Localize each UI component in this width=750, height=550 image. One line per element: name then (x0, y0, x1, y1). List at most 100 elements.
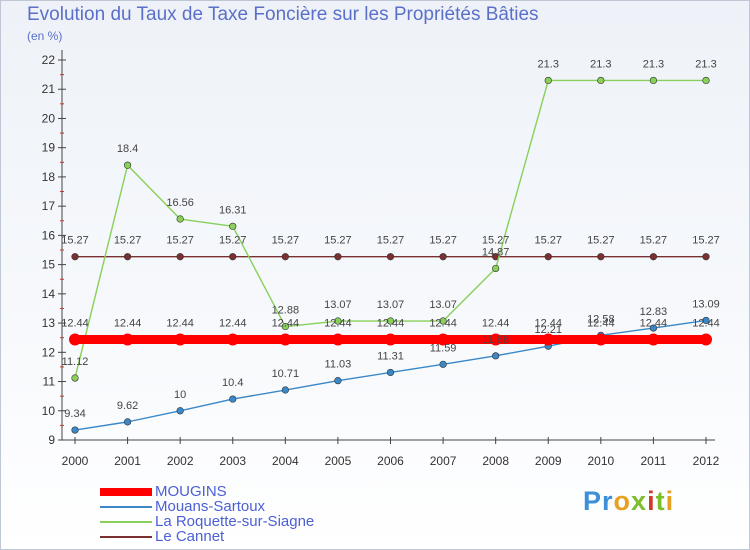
data-point-mougins (542, 333, 555, 346)
data-point-mouans-sartoux (176, 407, 184, 415)
legend-swatch (100, 521, 152, 523)
x-tick-label-2002: 2002 (167, 454, 194, 468)
legend-item: Mouans-Sartoux (100, 498, 360, 515)
x-tick-label-2010: 2010 (587, 454, 614, 468)
y-tick-label-9: 9 (48, 433, 55, 447)
data-label-la-roquette-sur-siagne: 21.3 (538, 58, 559, 70)
y-tick-label-22: 22 (42, 53, 56, 67)
data-label-le-cannet: 15.27 (482, 235, 510, 247)
data-label-mougins: 12.44 (429, 317, 457, 329)
data-label-la-roquette-sur-siagne: 21.3 (643, 58, 664, 70)
data-label-mouans-sartoux: 13.09 (692, 298, 720, 310)
data-point-le-cannet (71, 253, 79, 261)
data-label-la-roquette-sur-siagne: 11.12 (62, 356, 89, 368)
data-label-la-roquette-sur-siagne: 14.87 (482, 246, 510, 258)
data-label-le-cannet: 15.27 (429, 235, 457, 247)
data-label-mouans-sartoux: 11.88 (482, 334, 509, 346)
data-point-la-roquette-sur-siagne (229, 222, 237, 230)
data-label-mouans-sartoux: 12.58 (587, 313, 615, 325)
data-point-mouans-sartoux (71, 426, 79, 434)
data-point-le-cannet (229, 253, 237, 261)
data-point-mouans-sartoux (386, 368, 395, 377)
data-point-la-roquette-sur-siagne (702, 76, 710, 85)
data-point-mougins (69, 333, 81, 346)
data-label-mouans-sartoux: 12.83 (640, 306, 668, 318)
data-point-le-cannet (176, 253, 184, 261)
y-tick-label-19: 19 (42, 141, 56, 155)
data-point-mougins (121, 333, 134, 346)
data-point-la-roquette-sur-siagne (649, 76, 658, 85)
data-point-la-roquette-sur-siagne (439, 317, 447, 325)
data-label-la-roquette-sur-siagne: 13.07 (324, 299, 352, 311)
line-chart: 9 10 11 12 13 14 15 16 17 18 19 20 21 22 2000 2001 2002 2… (42, 50, 720, 468)
data-label-mougins: 12.44 (324, 317, 352, 329)
data-point-le-cannet (334, 253, 342, 261)
x-tick-label-2008: 2008 (482, 454, 509, 468)
data-point-mouans-sartoux (123, 418, 132, 426)
legend-swatch (100, 506, 152, 508)
data-label-la-roquette-sur-siagne: 13.07 (429, 299, 457, 311)
legend-item: Le Cannet (100, 528, 360, 545)
x-tick-label-2006: 2006 (377, 454, 404, 468)
data-point-mouans-sartoux (229, 395, 237, 403)
data-label-mougins: 12.44 (166, 317, 194, 329)
x-tick-label-2009: 2009 (535, 454, 562, 468)
legend-label: Mouans-Sartoux (155, 498, 266, 515)
data-point-la-roquette-sur-siagne (334, 317, 342, 325)
y-tick-label-15: 15 (42, 258, 56, 272)
legend-label: MOUGINS (155, 483, 227, 500)
data-label-la-roquette-sur-siagne: 13.07 (377, 299, 405, 311)
data-label-le-cannet: 15.27 (534, 235, 562, 247)
data-point-la-roquette-sur-siagne (123, 161, 132, 169)
data-label-le-cannet: 15.27 (219, 235, 247, 247)
data-label-la-roquette-sur-siagne: 21.3 (590, 58, 611, 70)
data-label-mougins: 12.44 (534, 317, 562, 329)
data-label-le-cannet: 15.27 (640, 235, 668, 247)
data-point-le-cannet (439, 253, 447, 261)
data-label-le-cannet: 15.27 (166, 235, 194, 247)
data-label-le-cannet: 15.27 (377, 235, 405, 247)
data-point-mouans-sartoux (439, 360, 447, 368)
data-point-mouans-sartoux (492, 352, 500, 360)
y-tick-label-11: 11 (43, 375, 56, 389)
data-point-mougins (226, 333, 239, 346)
data-point-mougins (594, 333, 607, 346)
x-tick-label-2004: 2004 (272, 454, 299, 468)
x-tick-label-2003: 2003 (219, 454, 246, 468)
x-tick-label-2001: 2001 (114, 454, 141, 468)
data-label-la-roquette-sur-siagne: 16.31 (219, 204, 247, 216)
data-label-la-roquette-sur-siagne: 16.56 (166, 197, 194, 209)
data-point-la-roquette-sur-siagne (544, 76, 552, 85)
data-point-la-roquette-sur-siagne (281, 322, 289, 331)
data-label-la-roquette-sur-siagne: 12.88 (272, 305, 300, 317)
data-point-mougins (279, 333, 292, 346)
data-point-mougins (174, 333, 187, 346)
y-tick-label-17: 17 (42, 199, 56, 213)
data-label-mougins: 12.44 (482, 317, 510, 329)
data-point-la-roquette-sur-siagne (492, 264, 500, 273)
data-point-mougins (384, 333, 397, 346)
data-point-la-roquette-sur-siagne (597, 76, 605, 85)
data-point-la-roquette-sur-siagne (386, 317, 395, 325)
data-point-le-cannet (544, 253, 552, 261)
x-tick-label-2000: 2000 (62, 454, 89, 468)
legend-item: La Roquette-sur-Siagne (100, 513, 360, 530)
legend-swatch (100, 536, 152, 538)
x-tick-label-2007: 2007 (430, 454, 457, 468)
data-label-mouans-sartoux: 11.03 (325, 359, 352, 371)
x-tick-label-2012: 2012 (693, 454, 720, 468)
x-tick-label-2005: 2005 (325, 454, 352, 468)
unit-label: (en %) (27, 29, 63, 43)
data-label-le-cannet: 15.27 (114, 235, 142, 247)
data-label-mouans-sartoux: 12.21 (534, 324, 562, 336)
data-label-la-roquette-sur-siagne: 21.3 (695, 58, 716, 70)
data-point-le-cannet (281, 253, 289, 261)
data-point-le-cannet (123, 253, 132, 261)
data-point-le-cannet (597, 253, 605, 261)
data-label-mougins: 12.44 (377, 317, 405, 329)
y-tick-label-10: 10 (42, 404, 56, 418)
data-label-la-roquette-sur-siagne: 18.4 (117, 143, 138, 155)
data-label-mougins: 12.44 (640, 317, 668, 329)
data-label-mougins: 12.44 (272, 317, 300, 329)
